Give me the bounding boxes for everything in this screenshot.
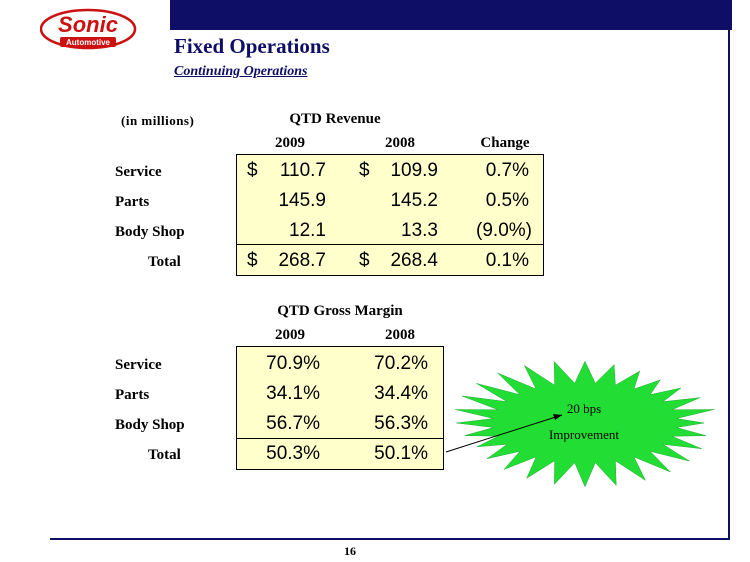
revenue-col-2008: 2008 <box>385 135 415 151</box>
margin-total-2009: 50.3% <box>266 443 320 464</box>
starburst-shape <box>455 360 715 488</box>
revenue-highlight-box <box>236 154 544 276</box>
revenue-currency-2008: $ <box>359 160 370 181</box>
margin-row-label-parts: Parts <box>115 387 150 403</box>
page-number: 16 <box>344 544 356 558</box>
callout-text-line1: 20 bps <box>567 401 601 416</box>
revenue-row-label-service: Service <box>115 164 162 180</box>
revenue-row-label-total: Total <box>148 254 181 270</box>
margin-row-label-total: Total <box>148 447 181 463</box>
revenue-body-shop-2009: 12.1 <box>289 220 326 241</box>
revenue-row-label-body-shop: Body Shop <box>115 224 185 240</box>
header-bar <box>170 0 732 30</box>
revenue-service-2009: 110.7 <box>279 160 326 181</box>
revenue-section-title: QTD Revenue <box>289 111 381 127</box>
units-label: (in millions) <box>121 113 195 128</box>
callout-arrowhead-icon <box>553 414 562 420</box>
margin-row-label-service: Service <box>115 357 162 373</box>
margin-section-title: QTD Gross Margin <box>277 303 403 319</box>
revenue-parts-2008: 145.2 <box>390 190 438 211</box>
sonic-automotive-logo: Sonic Automotive <box>39 6 140 52</box>
revenue-total-rule <box>236 244 544 245</box>
page-subtitle: Continuing Operations <box>174 64 308 79</box>
margin-total-rule <box>236 438 444 439</box>
margin-parts-2009: 34.1% <box>266 383 320 404</box>
revenue-row-label-parts: Parts <box>115 194 150 210</box>
revenue-service-2008: 109.9 <box>390 160 438 181</box>
callout-arrow-line <box>445 414 563 453</box>
page-title: Fixed Operations <box>174 34 330 58</box>
revenue-total-currency-2008: $ <box>359 250 370 271</box>
revenue-col-change: Change <box>480 135 530 151</box>
logo-graphic: Sonic Automotive <box>39 8 137 50</box>
callout-text-line2: Improvement <box>549 427 619 442</box>
footer-rule <box>50 538 730 540</box>
margin-parts-2008: 34.4% <box>374 383 428 404</box>
margin-col-2009: 2009 <box>275 327 305 343</box>
revenue-parts-change: 0.5% <box>485 190 529 211</box>
revenue-parts-2009: 145.9 <box>278 190 326 211</box>
improvement-callout: 20 bps Improvement <box>445 360 715 488</box>
margin-row-label-body-shop: Body Shop <box>115 417 185 433</box>
margin-total-2008: 50.1% <box>374 443 428 464</box>
logo-sub-text: Automotive <box>66 38 111 47</box>
revenue-currency-2009: $ <box>247 160 258 181</box>
logo-brand-text: Sonic <box>58 12 118 37</box>
revenue-col-2009: 2009 <box>275 135 305 151</box>
margin-body-shop-2008: 56.3% <box>374 413 428 434</box>
revenue-total-change: 0.1% <box>485 250 529 271</box>
revenue-total-2008: 268.4 <box>390 250 438 271</box>
margin-service-2008: 70.2% <box>374 353 428 374</box>
revenue-total-2009: 268.7 <box>278 250 326 271</box>
margin-col-2008: 2008 <box>385 327 415 343</box>
right-border <box>728 28 730 540</box>
margin-service-2009: 70.9% <box>266 353 320 374</box>
revenue-body-shop-change: (9.0%) <box>476 220 532 241</box>
margin-body-shop-2009: 56.7% <box>266 413 320 434</box>
revenue-service-change: 0.7% <box>485 160 529 181</box>
revenue-total-currency-2009: $ <box>247 250 258 271</box>
margin-highlight-box <box>236 346 444 470</box>
revenue-body-shop-2008: 13.3 <box>401 220 438 241</box>
